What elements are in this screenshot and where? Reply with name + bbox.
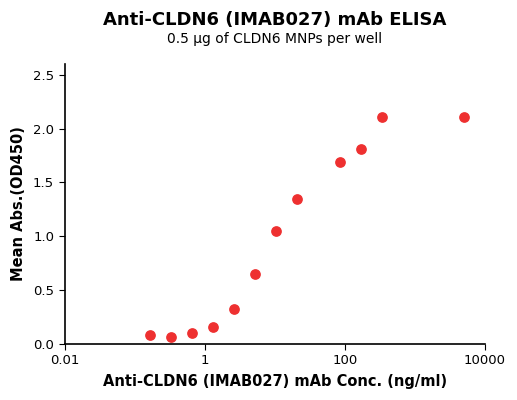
- Point: [188, 330, 196, 336]
- Point: [357, 146, 365, 152]
- Point: [167, 333, 175, 340]
- Point: [272, 228, 280, 234]
- Point: [146, 332, 154, 338]
- Point: [336, 159, 344, 165]
- Point: [230, 305, 238, 312]
- Title: Anti-CLDN6 (IMAB027) mAb ELISA: Anti-CLDN6 (IMAB027) mAb ELISA: [103, 11, 447, 29]
- Point: [293, 196, 301, 202]
- Y-axis label: Mean Abs.(OD450): Mean Abs.(OD450): [11, 126, 26, 281]
- X-axis label: Anti-CLDN6 (IMAB027) mAb Conc. (ng/ml): Anti-CLDN6 (IMAB027) mAb Conc. (ng/ml): [103, 374, 447, 389]
- Text: 0.5 μg of CLDN6 MNPs per well: 0.5 μg of CLDN6 MNPs per well: [167, 32, 382, 46]
- Point: [209, 324, 217, 330]
- Point: [460, 114, 468, 120]
- Point: [251, 271, 260, 277]
- Point: [377, 114, 386, 120]
